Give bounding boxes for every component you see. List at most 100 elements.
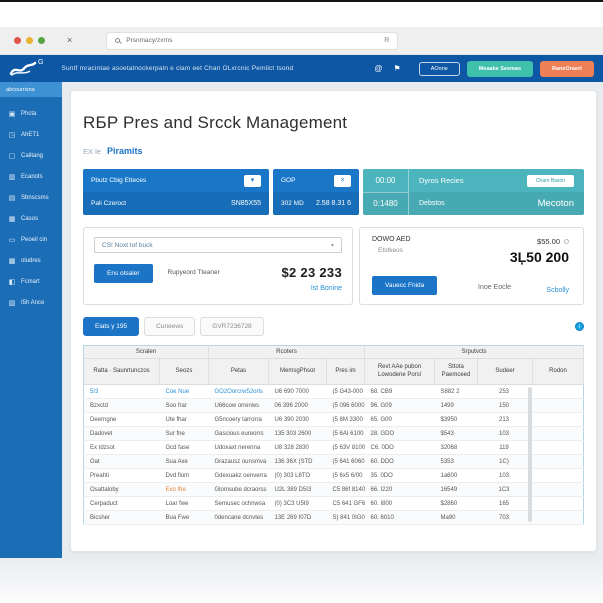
sidebar-item[interactable]: ▨ I5h Ance [0, 292, 62, 313]
table-cell: S882 2 [434, 384, 478, 399]
sidebar-item-active[interactable]: abcourrisna [0, 82, 62, 97]
toolbar-tab[interactable]: GVR7236728 [200, 317, 264, 336]
table-cell: 60. I800 [364, 496, 435, 511]
minimize-window-icon[interactable] [26, 37, 33, 44]
zoom-window-icon[interactable] [38, 37, 45, 44]
sidebar-item-label: Phcta [21, 110, 37, 117]
close-window-icon[interactable] [14, 37, 21, 44]
header-teal-button[interactable]: Meaake Seemas [466, 60, 534, 77]
table-row[interactable]: Osattaloby Exo lfre Glomsube dcraorss U2L 3… [83, 482, 584, 497]
sidebar-item[interactable]: ▢ Calitang [0, 145, 62, 166]
table-column-header: Revt AAe pubon Lowodene Porsl [364, 358, 435, 385]
table-column-header: MemsgPhsot [268, 358, 327, 385]
sidebar-item[interactable]: ◧ Fcmart [0, 271, 62, 292]
table-row[interactable]: Ex tdzsot Gcd fase Udoxaxt nerenna U8 328 2… [83, 440, 584, 455]
toolbar-tab[interactable]: Eiats y 195 [83, 317, 140, 336]
table-row[interactable]: Oat Sua Axe Grazausz ounsmva 136 36X (STD (5… [83, 454, 584, 469]
sidebar-item[interactable]: ▣ Phcta [0, 103, 62, 124]
url-action-icon[interactable]: R [384, 37, 390, 44]
page-footer-fade [0, 558, 603, 603]
sidebar-item-label: AhET1 [21, 131, 40, 138]
chevron-down-icon[interactable]: ▾ [244, 174, 261, 187]
submit-button[interactable]: Ens otsaler [94, 264, 153, 283]
table-cell: Loar fwe [159, 496, 209, 511]
grand-total: 3Ļ50 200 [509, 249, 569, 265]
header-outline-button[interactable]: AOone [418, 61, 460, 76]
table-cell: Bicsher [83, 510, 160, 525]
collapse-icon[interactable]: × [334, 174, 351, 187]
header-tagline: Suntf mracintae asoetalnockerpaln e clam… [61, 65, 294, 72]
logo[interactable]: G [9, 59, 43, 77]
value-button[interactable]: Vauecc Fnida [372, 276, 438, 295]
panel-note: Rupyeord Tteaner [167, 269, 220, 276]
sidebar-item[interactable]: ▦ Casos [0, 208, 62, 229]
table-cell: Grazausz ounsmva [208, 454, 269, 469]
table-cell: Ute fhar [159, 412, 209, 427]
toolbar: Eiats y 195 Cuneews GVR7236728 i [83, 317, 584, 336]
table-cell: 60. 6010 [364, 510, 435, 525]
table-row[interactable]: Preahti Dvd fiom Gdexuakz oenverra (0) 303 … [83, 468, 584, 483]
table-cell [532, 468, 584, 483]
sidebar-item-label: Peoeil cin [21, 236, 48, 243]
url-bar[interactable]: Prsnmacy/zxrns R [106, 31, 399, 50]
table-cell: Gdexuakz oenverra [208, 468, 269, 483]
table-cell: 103 [477, 426, 533, 441]
breadcrumb-current[interactable]: Piramits [106, 146, 143, 156]
stat-card-title: Dyros Recies [419, 176, 464, 185]
unit-price: $55.00 [537, 237, 560, 246]
table-cell: 68. CB9 [364, 384, 435, 399]
table-head: Scralen Rcoters Srputvcts Ratta · Saunrtunc… [83, 345, 584, 385]
table-body: 5/3 Coe Nue GO2Oorcrw52orls U6 690 7000 (5 G… [83, 384, 584, 525]
table-cell: U8 328 2830 [268, 440, 327, 455]
toolbar-tab[interactable]: Cuneews [144, 317, 196, 336]
flag-icon[interactable]: ⚑ [393, 64, 401, 73]
table-cell: 213 [477, 412, 533, 427]
table-row[interactable]: Deerngne Ute fhar G5ncoery tarrorra U6 390 … [83, 412, 584, 427]
table-cell: Preahti [83, 468, 160, 483]
table-row[interactable]: Dadovet Sur fne Gascious eureorrs 135 303 2… [83, 426, 584, 441]
table-cell: Udoxaxt nerenna [208, 440, 269, 455]
panel-link[interactable]: Ist Bonine [310, 285, 342, 292]
item-select[interactable]: CS! Noxt tof buck ▾ [94, 237, 342, 253]
sidebar-items: ▣ Phcta ◳ AhET1 ▢ Calitang ▥ Ecanots ▤ Sbnscsms ▦ C… [0, 103, 62, 313]
table-cell: 136 36X (STD [268, 454, 327, 469]
table-row[interactable]: Bicsher Bua Fwe 0dencane dcnvtes 13E 269 I0… [83, 510, 584, 525]
table-cell: Bzxctd [83, 398, 160, 413]
table-row[interactable]: Bzxctd Soo frar U66cow orrenws 06 396 2000(… [83, 398, 584, 413]
table-cell: 5353 [434, 454, 478, 469]
table-cell: 165 [477, 496, 533, 511]
stat-card-teal: 00:00 0:1480 Dyros Recies Charn Baxon De… [363, 169, 584, 215]
table-cell: 150 [477, 398, 533, 413]
panel-left: CS! Noxt tof buck ▾ Ens otsaler Rupyeord… [83, 227, 353, 305]
chart-button[interactable]: Charn Baxon [526, 174, 574, 187]
stat-card-secondary: GOP × 302 MD 2.58 8.31 6 [273, 169, 359, 215]
panel-link[interactable]: Scbolly [546, 287, 569, 294]
sidebar-item-icon: ▣ [8, 110, 16, 118]
table-cell[interactable]: GO2Oorcrw52orls [208, 384, 269, 399]
table-cell: (0) 303 L8TO [268, 468, 327, 483]
sidebar-item[interactable]: ▭ Peoeil cin [0, 229, 62, 250]
sidebar-item-label: Sbnscsms [21, 194, 49, 201]
table-row[interactable]: Cerpaduct Loar fwe Sernusec ochnwsa (0) 3C3… [83, 496, 584, 511]
table-cell: (5 8M 3300 [326, 412, 365, 427]
table-cell [532, 454, 584, 469]
info-icon[interactable]: i [575, 322, 584, 331]
sidebar-active-label: abcourrisna [6, 86, 35, 93]
header-orange-button[interactable]: RaneOraert [540, 60, 594, 77]
table-row[interactable]: 5/3 Coe Nue GO2Oorcrw52orls U6 690 7000 (5 G… [83, 384, 584, 399]
logo-swoosh-icon [9, 61, 37, 76]
url-text[interactable]: Prsnmacy/zxrns [126, 37, 173, 44]
table-cell: $2860 [434, 496, 478, 511]
globe-icon[interactable]: @ [374, 64, 383, 73]
panel-right: DOWO AED Etstkeos $55.00 3Ļ50 200 Vauecc… [359, 227, 584, 305]
sidebar-item[interactable]: ▥ Ecanots [0, 166, 62, 187]
table-cell [532, 384, 584, 399]
table-cell [532, 398, 584, 413]
sidebar-item[interactable]: ▩ oludres [0, 250, 62, 271]
table-scrollbar[interactable] [528, 387, 532, 522]
sidebar-item[interactable]: ▤ Sbnscsms [0, 187, 62, 208]
sidebar-item-label: I5h Ance [21, 299, 45, 306]
table-cell: 703 [477, 510, 533, 525]
tab-close-icon[interactable]: × [67, 35, 73, 45]
sidebar-item[interactable]: ◳ AhET1 [0, 124, 62, 145]
